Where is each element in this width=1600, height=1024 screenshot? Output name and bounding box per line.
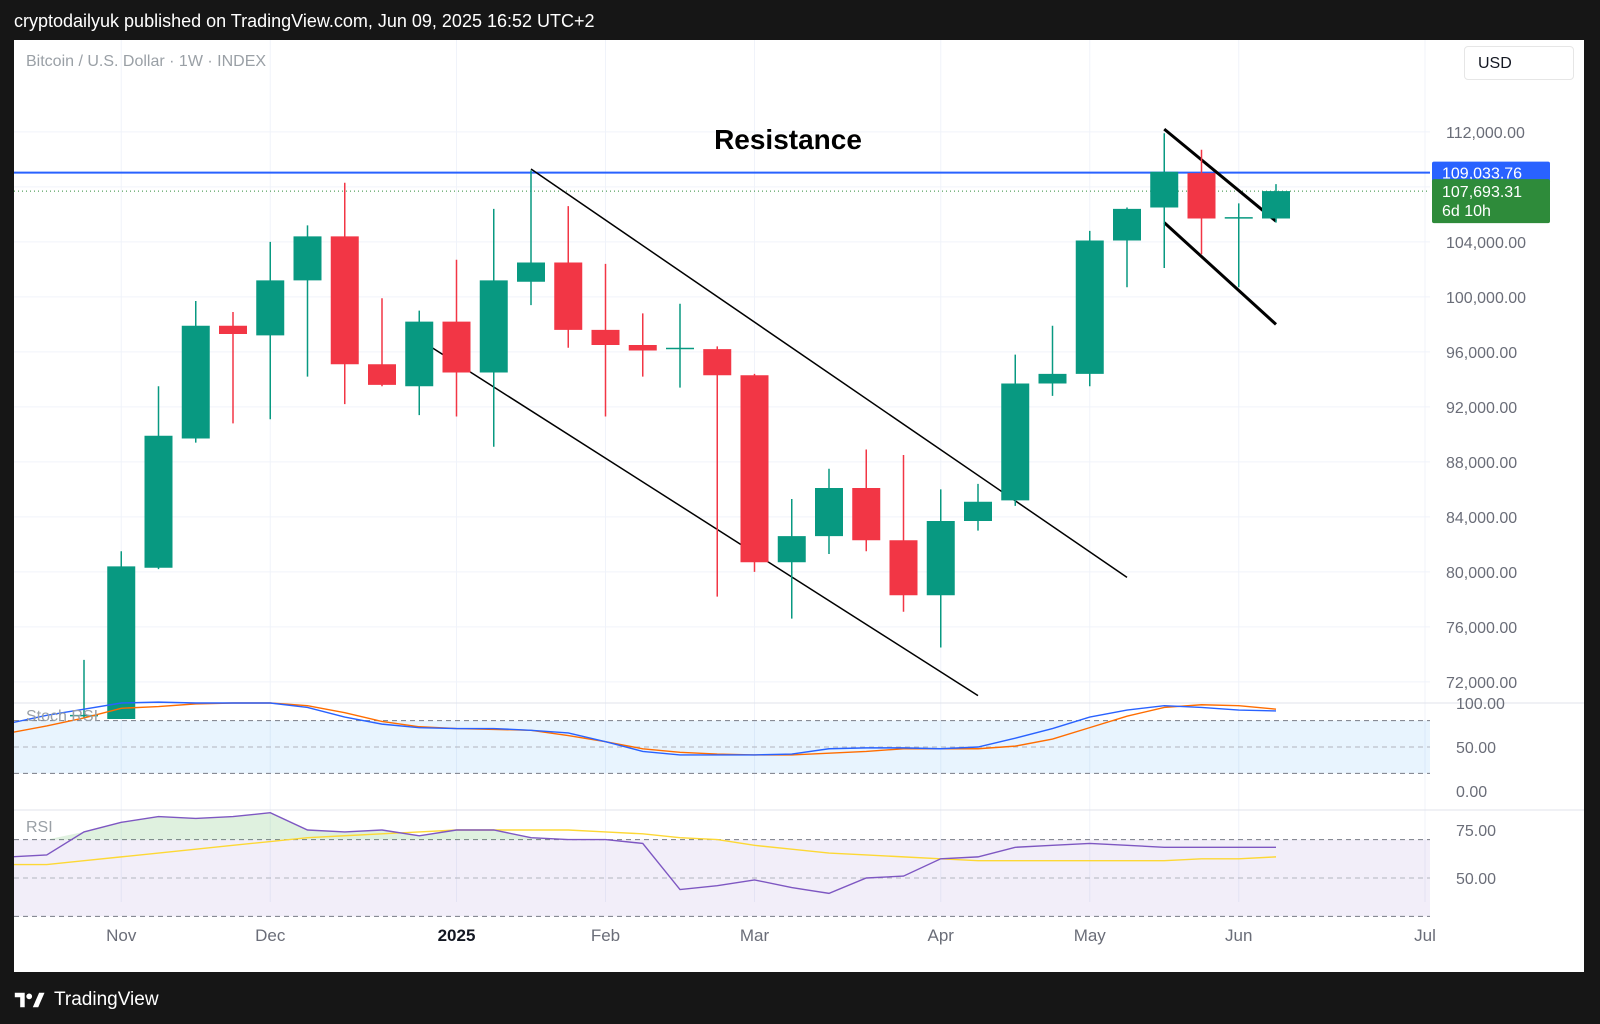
attribution-text: cryptodailyuk published on TradingView.c… <box>14 11 595 31</box>
price-tick-label: 112,000.00 <box>1446 125 1525 142</box>
stoch-k-line <box>14 701 1277 756</box>
price-tick-label: 88,000.00 <box>1446 455 1517 472</box>
candle-body <box>926 521 955 596</box>
oscillator-lines <box>14 701 1277 895</box>
rsi-band-fill <box>14 839 1430 917</box>
candle-body <box>964 501 992 521</box>
time-tick-label: Mar <box>740 926 770 945</box>
stoch-band-fill <box>14 720 1430 774</box>
last-price-tag <box>1432 179 1550 224</box>
price-tick-label: 104,000.00 <box>1446 235 1526 252</box>
candle-body <box>368 364 396 385</box>
rsi-tick-label: 50.00 <box>1456 871 1496 888</box>
price-tick-label: 84,000.00 <box>1446 510 1517 527</box>
time-tick-label: 2025 <box>438 926 476 945</box>
candle-body <box>181 325 210 439</box>
candle-body <box>1187 173 1216 219</box>
stoch-rsi-legend: Stoch RSI <box>26 708 98 725</box>
rsi-line <box>14 812 1276 895</box>
price-tick-label: 92,000.00 <box>1446 400 1517 417</box>
candle-body <box>144 435 173 568</box>
time-tick-label: May <box>1074 926 1107 945</box>
grid <box>14 40 1584 902</box>
price-tick-label: 76,000.00 <box>1446 620 1517 637</box>
candle-body <box>256 280 285 336</box>
time-tick-label: Jul <box>1414 926 1436 945</box>
candle-body <box>703 349 732 376</box>
candle-body <box>591 329 620 345</box>
candle-body <box>107 566 136 719</box>
candle-body <box>405 321 434 387</box>
candle-body <box>777 536 806 563</box>
time-tick-label: Jun <box>1225 926 1252 945</box>
time-axis: Nov Dec 2025 Feb Mar Apr May Jun Jul <box>106 926 1436 945</box>
candle-body <box>1224 217 1253 219</box>
candle-body <box>1262 191 1290 219</box>
candle-body <box>70 714 98 717</box>
flag-upper-trendline <box>1163 127 1277 223</box>
price-chart[interactable]: 72,000.00 76,000.00 80,000.00 84,000.00 88,0… <box>14 40 1584 972</box>
tradingview-logo[interactable]: TradingView <box>14 989 159 1011</box>
brand-name: TradingView <box>54 989 159 1010</box>
candle-body <box>442 321 471 373</box>
stoch-tick-label: 100.00 <box>1456 696 1505 713</box>
candle-body <box>815 488 843 537</box>
candle-body <box>479 280 508 373</box>
candle-body <box>517 262 545 282</box>
attribution-bar: cryptodailyuk published on TradingView.c… <box>0 0 1600 40</box>
tradingview-logo-icon <box>14 992 45 1008</box>
footer-bar: TradingView <box>0 972 1600 1024</box>
chart-labels: Resistance Stoch RSI RSI <box>26 124 862 836</box>
price-tick-label: 100,000.00 <box>1446 290 1526 307</box>
stoch-tick-label: 0.00 <box>1456 784 1487 801</box>
bar-countdown: 6d 10h <box>1442 203 1491 220</box>
candle-body <box>1001 383 1030 501</box>
resistance-price-label: 109,033.76 <box>1442 166 1522 183</box>
chart-panel[interactable]: 72,000.00 76,000.00 80,000.00 84,000.00 88,0… <box>14 40 1584 972</box>
price-tick-label: 80,000.00 <box>1446 565 1517 582</box>
time-tick-label: Dec <box>255 926 286 945</box>
price-axis: 72,000.00 76,000.00 80,000.00 84,000.00 88,0… <box>1432 125 1550 888</box>
currency-button[interactable]: USD <box>1464 46 1574 80</box>
candle-body <box>1038 373 1067 384</box>
trendline-drawings <box>14 127 1430 697</box>
candle-body <box>554 262 583 330</box>
candle-body <box>219 325 247 334</box>
candle-body <box>330 236 359 365</box>
candle-body <box>852 488 881 541</box>
falling-channel-lower-trendline <box>418 338 979 697</box>
time-tick-label: Nov <box>106 926 137 945</box>
price-tick-label: 96,000.00 <box>1446 345 1517 362</box>
candle-body <box>1113 208 1141 241</box>
candle-body <box>740 375 769 563</box>
candle-body <box>293 236 322 281</box>
oscillator-backgrounds <box>14 720 1430 917</box>
candle-body <box>1075 240 1104 374</box>
candlesticks <box>70 133 1290 719</box>
stoch-tick-label: 50.00 <box>1456 740 1496 757</box>
candle-body <box>628 345 657 351</box>
symbol-legend: Bitcoin / U.S. Dollar · 1W · INDEX <box>26 53 267 70</box>
candle-body <box>666 347 694 350</box>
rsi-ma-line <box>14 829 1277 866</box>
rsi-tick-label: 75.00 <box>1456 823 1496 840</box>
last-price-label: 107,693.31 <box>1442 184 1522 201</box>
rsi-legend: RSI <box>26 819 53 836</box>
resistance-price-tag <box>1432 161 1550 185</box>
price-tick-label: 72,000.00 <box>1446 675 1517 692</box>
time-tick-label: Apr <box>928 926 955 945</box>
candle-body <box>1150 171 1179 208</box>
flag-lower-trendline <box>1163 221 1278 326</box>
candle-body <box>889 540 918 596</box>
falling-channel-upper-trendline <box>530 168 1128 578</box>
resistance-annotation: Resistance <box>714 124 862 155</box>
rsi-overbought-fill <box>14 812 1276 840</box>
time-tick-label: Feb <box>591 926 620 945</box>
